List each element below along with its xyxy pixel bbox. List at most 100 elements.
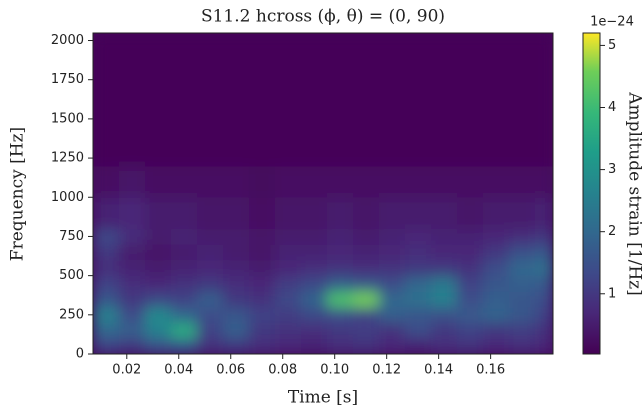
heatmap-cell xyxy=(326,244,354,261)
heatmap-cell xyxy=(378,291,406,308)
heatmap-cell xyxy=(352,244,380,261)
heatmap-cell xyxy=(222,197,250,230)
heatmap-cell xyxy=(378,338,406,354)
heatmap-cell xyxy=(326,228,354,245)
heatmap-cell xyxy=(404,197,432,230)
heatmap-cell xyxy=(196,306,224,324)
heatmap-cell xyxy=(456,322,484,339)
heatmap-cell xyxy=(508,259,536,277)
heatmap-cell xyxy=(430,33,458,167)
heatmap-cell xyxy=(352,291,380,308)
heatmap-cell xyxy=(248,338,276,354)
heatmap-cell xyxy=(170,244,198,261)
heatmap xyxy=(93,33,553,354)
heatmap-cell xyxy=(404,338,432,354)
heatmap-cell xyxy=(534,306,553,324)
heatmap-cell xyxy=(326,338,354,354)
heatmap-cell xyxy=(93,165,120,198)
heatmap-cell xyxy=(274,322,302,339)
heatmap-cell xyxy=(144,244,172,261)
heatmap-cell xyxy=(196,228,224,245)
heatmap-cell xyxy=(118,228,146,245)
heatmap-cell xyxy=(118,322,146,339)
colorbar-tick-label: 5 xyxy=(608,38,616,53)
heatmap-cell xyxy=(196,291,224,308)
heatmap-cell xyxy=(482,322,510,339)
heatmap-cell xyxy=(222,275,250,292)
heatmap-cells xyxy=(93,33,553,354)
heatmap-cell xyxy=(456,228,484,245)
colorbar-tick-label: 4 xyxy=(608,100,616,115)
heatmap-cell xyxy=(534,322,553,339)
heatmap-cell xyxy=(93,306,120,324)
heatmap-cell xyxy=(482,33,510,167)
heatmap-cell xyxy=(456,306,484,324)
heatmap-cell xyxy=(378,259,406,277)
heatmap-cell xyxy=(326,165,354,198)
heatmap-cell xyxy=(326,275,354,292)
y-tick-label: 2000 xyxy=(51,33,84,48)
heatmap-cell xyxy=(404,33,432,167)
heatmap-cell xyxy=(248,33,276,167)
heatmap-cell xyxy=(352,165,380,198)
heatmap-cell xyxy=(248,259,276,277)
heatmap-cell xyxy=(144,291,172,308)
plot-frame xyxy=(92,32,554,355)
heatmap-cell xyxy=(352,338,380,354)
heatmap-cell xyxy=(170,275,198,292)
y-tick-label: 1750 xyxy=(51,72,84,87)
heatmap-cell xyxy=(274,165,302,198)
heatmap-cell xyxy=(93,338,120,354)
heatmap-cell xyxy=(196,197,224,230)
heatmap-cell xyxy=(144,322,172,339)
heatmap-cell xyxy=(222,259,250,277)
heatmap-cell xyxy=(326,291,354,308)
heatmap-cell xyxy=(248,165,276,198)
heatmap-cell xyxy=(352,33,380,167)
heatmap-cell xyxy=(248,228,276,245)
y-axis-label: Frequency [Hz] xyxy=(8,127,28,261)
heatmap-cell xyxy=(222,33,250,167)
heatmap-cell xyxy=(93,322,120,339)
heatmap-cell xyxy=(170,306,198,324)
y-tick-label: 1250 xyxy=(51,151,84,166)
heatmap-cell xyxy=(482,306,510,324)
heatmap-cell xyxy=(378,244,406,261)
heatmap-cell xyxy=(378,228,406,245)
heatmap-cell xyxy=(352,259,380,277)
heatmap-cell xyxy=(248,244,276,261)
y-tick-label: 750 xyxy=(59,229,84,244)
heatmap-cell xyxy=(352,275,380,292)
heatmap-cell xyxy=(534,291,553,308)
heatmap-cell xyxy=(326,197,354,230)
heatmap-cell xyxy=(456,259,484,277)
heatmap-cell xyxy=(534,275,553,292)
heatmap-cell xyxy=(118,197,146,230)
heatmap-cell xyxy=(326,306,354,324)
heatmap-cell xyxy=(378,322,406,339)
heatmap-cell xyxy=(118,275,146,292)
colorbar-label-group: Amplitude strain [1/Hz] xyxy=(625,91,642,295)
heatmap-cell xyxy=(404,228,432,245)
x-tick-label: 0.14 xyxy=(424,363,453,378)
heatmap-cell xyxy=(378,275,406,292)
heatmap-cell xyxy=(93,228,120,245)
heatmap-cell xyxy=(300,33,328,167)
colorbar-label: Amplitude strain [1/Hz] xyxy=(625,91,642,295)
heatmap-cell xyxy=(118,338,146,354)
x-tick-label: 0.08 xyxy=(268,363,297,378)
heatmap-cell xyxy=(274,275,302,292)
y-tick-label: 0 xyxy=(76,347,84,362)
heatmap-cell xyxy=(144,33,172,167)
heatmap-cell xyxy=(430,228,458,245)
heatmap-cell xyxy=(144,228,172,245)
heatmap-cell xyxy=(404,322,432,339)
heatmap-cell xyxy=(404,244,432,261)
heatmap-cell xyxy=(404,291,432,308)
heatmap-cell xyxy=(144,259,172,277)
heatmap-cell xyxy=(248,291,276,308)
heatmap-cell xyxy=(508,322,536,339)
x-tick-label: 0.04 xyxy=(164,363,193,378)
y-tick-label: 1500 xyxy=(51,111,84,126)
heatmap-cell xyxy=(482,197,510,230)
